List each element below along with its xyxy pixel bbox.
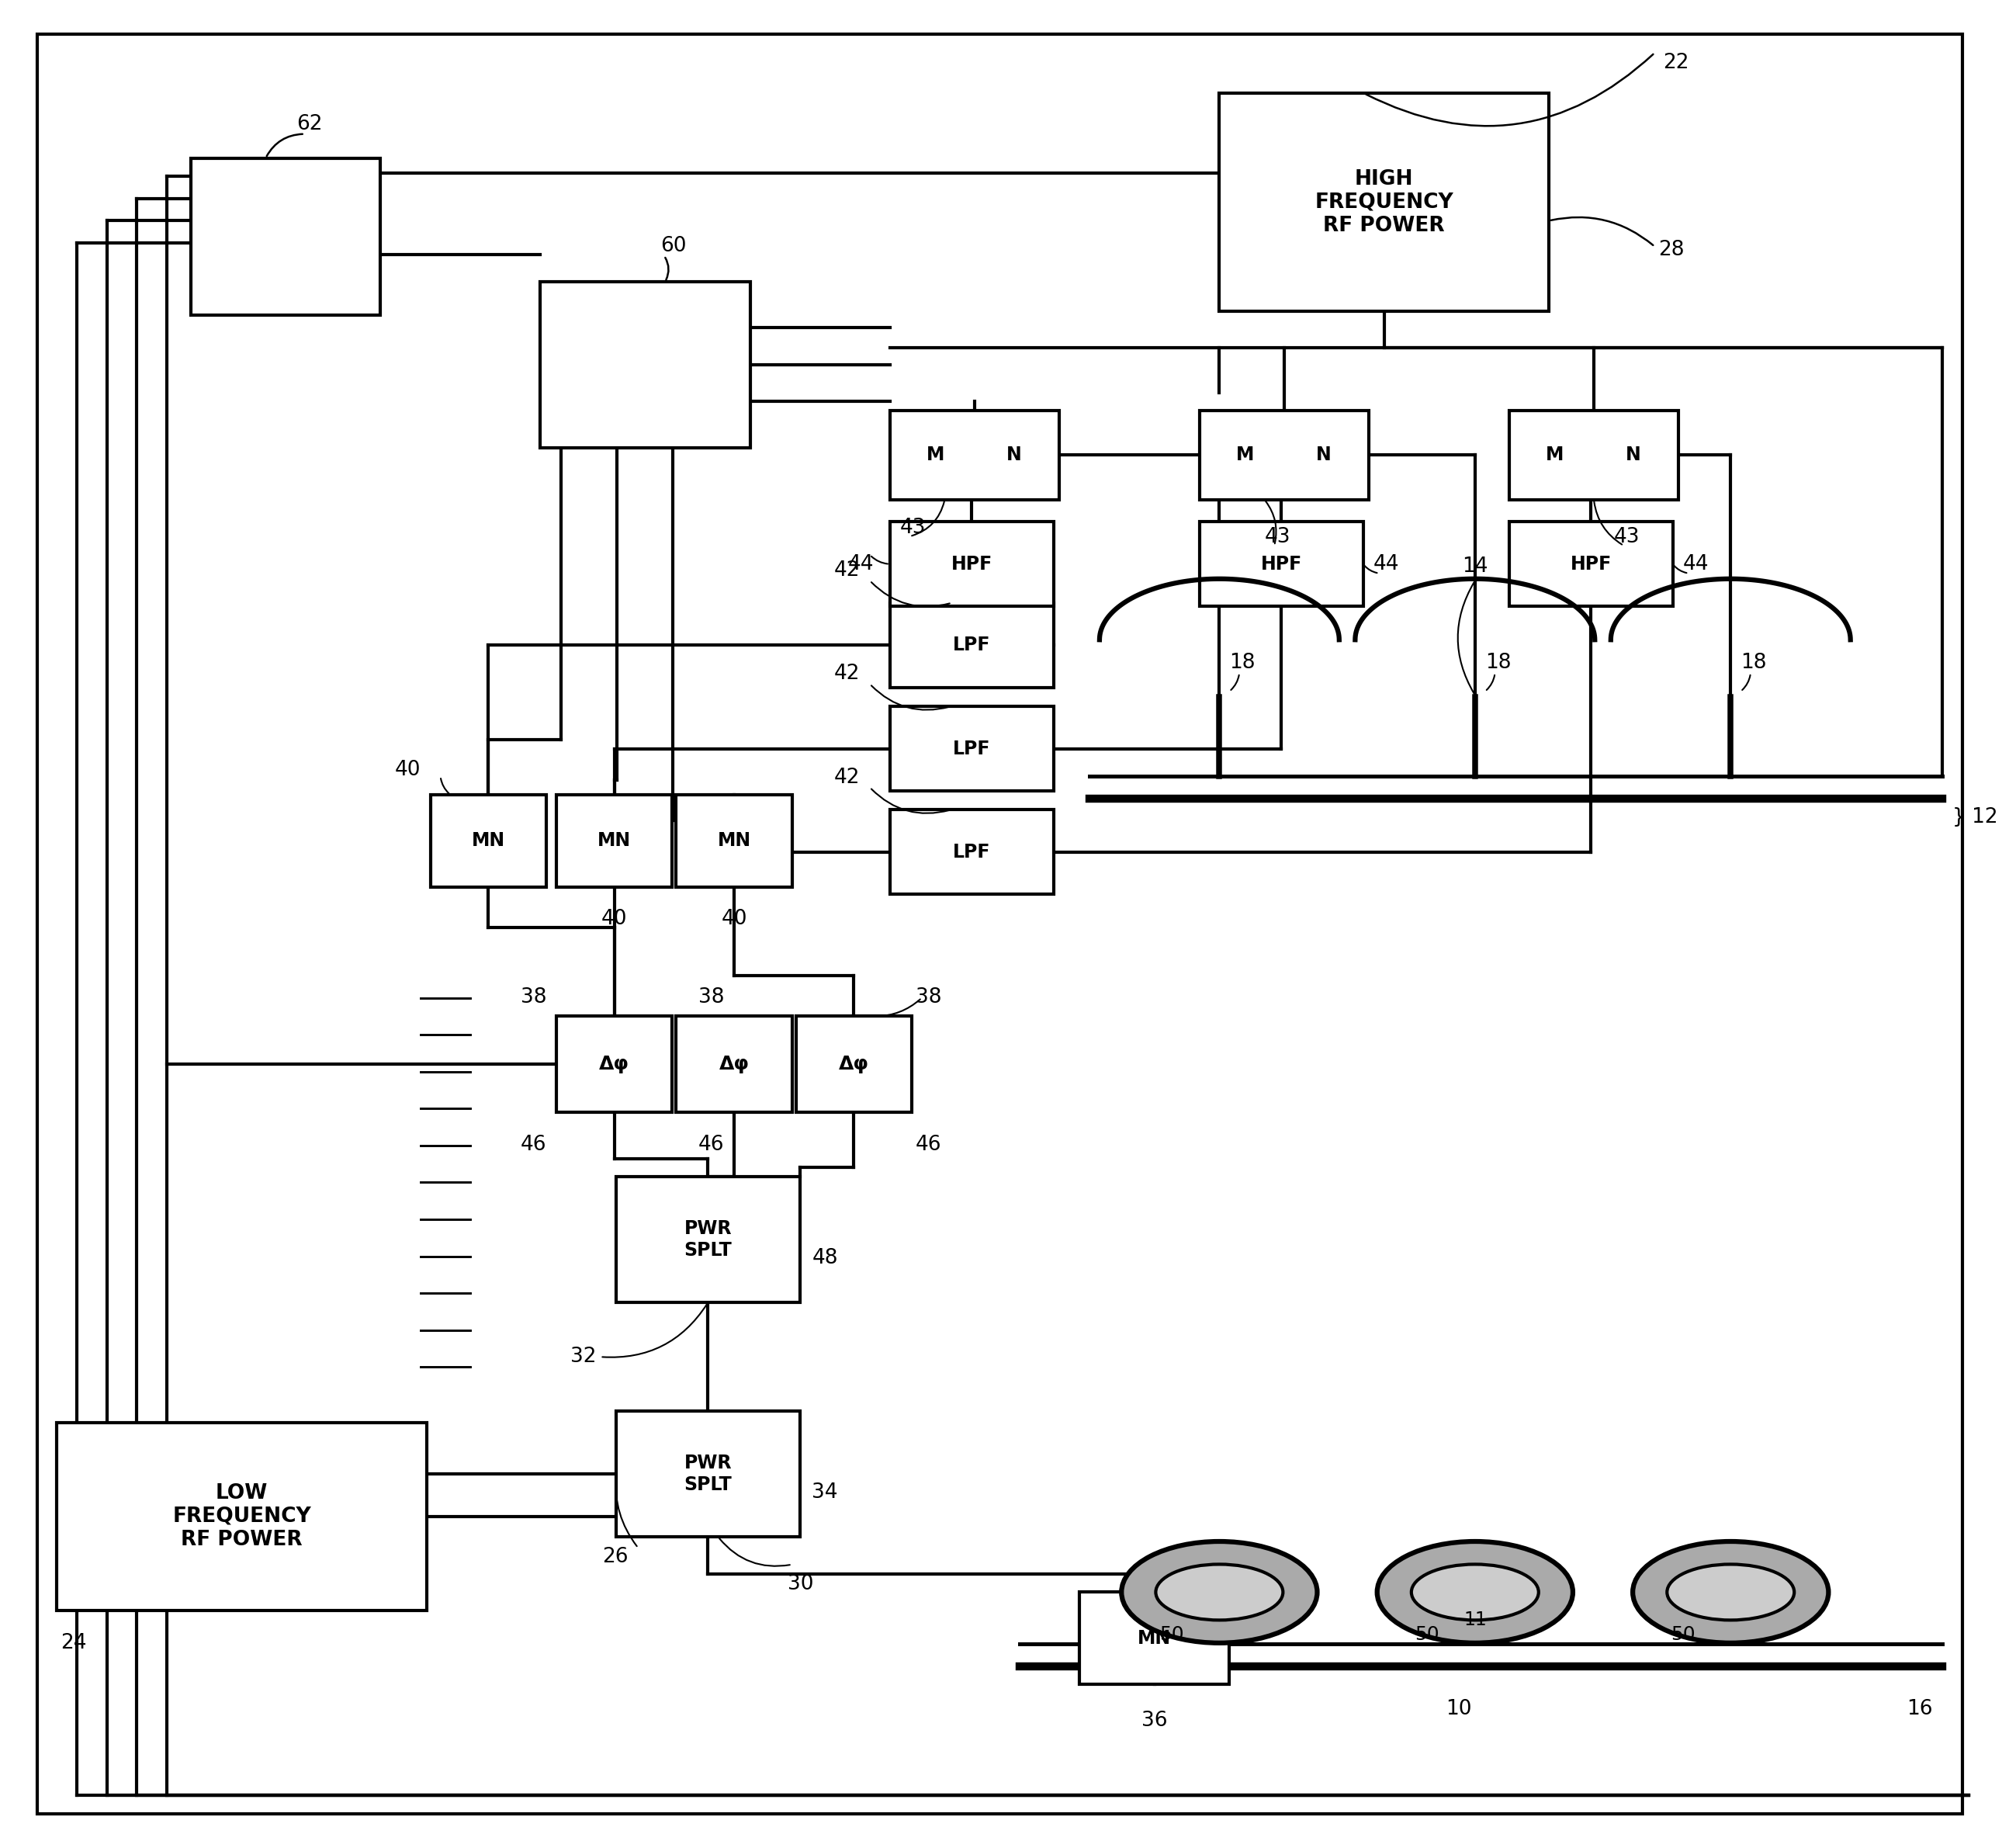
Text: 16: 16 xyxy=(1907,1700,1933,1719)
Text: 43: 43 xyxy=(1264,527,1290,547)
Text: 22: 22 xyxy=(1663,54,1690,72)
Ellipse shape xyxy=(1633,1541,1828,1643)
Text: PWR
SPLT: PWR SPLT xyxy=(685,1454,731,1495)
Text: } 12: } 12 xyxy=(1953,808,1997,828)
Bar xyxy=(617,1412,800,1538)
Text: LOW
FREQUENCY
RF POWER: LOW FREQUENCY RF POWER xyxy=(173,1484,311,1550)
Text: 50: 50 xyxy=(1159,1624,1183,1645)
Text: 62: 62 xyxy=(297,115,323,133)
Text: 38: 38 xyxy=(520,987,546,1007)
Text: HPF: HPF xyxy=(1571,554,1611,573)
Text: MN: MN xyxy=(472,832,504,850)
Text: N: N xyxy=(1316,445,1332,464)
Text: MN: MN xyxy=(597,832,631,850)
Text: N: N xyxy=(1625,445,1641,464)
Bar xyxy=(556,1016,673,1112)
Bar xyxy=(430,795,546,887)
Bar xyxy=(890,809,1053,894)
Text: 11: 11 xyxy=(1463,1611,1487,1630)
Text: 28: 28 xyxy=(1659,240,1686,261)
Text: Δφ: Δφ xyxy=(599,1055,629,1074)
Text: N: N xyxy=(1007,445,1021,464)
Text: LPF: LPF xyxy=(952,843,990,861)
Bar xyxy=(890,706,1053,791)
Text: 50: 50 xyxy=(1414,1624,1440,1645)
Text: 42: 42 xyxy=(834,663,860,684)
Text: HPF: HPF xyxy=(1260,554,1302,573)
Text: 42: 42 xyxy=(834,560,860,580)
Text: 44: 44 xyxy=(848,554,874,575)
Text: M: M xyxy=(1236,445,1254,464)
Text: 46: 46 xyxy=(520,1135,546,1155)
Text: 46: 46 xyxy=(697,1135,723,1155)
Text: 60: 60 xyxy=(661,237,687,255)
Text: M: M xyxy=(1545,445,1563,464)
Bar xyxy=(796,1016,912,1112)
Bar xyxy=(1509,521,1673,606)
Ellipse shape xyxy=(1121,1541,1318,1643)
Text: 40: 40 xyxy=(601,909,627,930)
Text: 40: 40 xyxy=(721,909,747,930)
Text: MN: MN xyxy=(717,832,751,850)
Bar xyxy=(890,410,1059,499)
Text: Δφ: Δφ xyxy=(838,1055,870,1074)
Text: 44: 44 xyxy=(1372,554,1398,575)
Text: HPF: HPF xyxy=(950,554,992,573)
Text: 18: 18 xyxy=(1740,652,1766,673)
Ellipse shape xyxy=(1667,1563,1794,1621)
Text: LPF: LPF xyxy=(952,739,990,758)
Text: 38: 38 xyxy=(697,987,723,1007)
Text: 34: 34 xyxy=(812,1482,838,1502)
Text: 18: 18 xyxy=(1485,652,1511,673)
Bar xyxy=(1199,410,1370,499)
Text: PWR
SPLT: PWR SPLT xyxy=(685,1220,731,1260)
Text: 50: 50 xyxy=(1671,1624,1696,1645)
Bar xyxy=(56,1423,426,1611)
Text: 43: 43 xyxy=(1613,527,1639,547)
Text: MN: MN xyxy=(1137,1630,1171,1648)
Text: 10: 10 xyxy=(1446,1700,1473,1719)
Text: 40: 40 xyxy=(394,760,420,780)
Ellipse shape xyxy=(1412,1563,1539,1621)
Ellipse shape xyxy=(1155,1563,1284,1621)
Bar xyxy=(677,795,792,887)
Bar xyxy=(890,521,1053,606)
Bar xyxy=(540,281,749,447)
Text: 30: 30 xyxy=(788,1574,814,1595)
Bar xyxy=(1219,94,1549,310)
Text: 46: 46 xyxy=(916,1135,942,1155)
Bar xyxy=(1079,1593,1230,1685)
Text: 48: 48 xyxy=(812,1247,838,1268)
Text: 24: 24 xyxy=(60,1634,86,1652)
Bar xyxy=(191,157,380,314)
Text: 26: 26 xyxy=(603,1547,629,1567)
Bar xyxy=(890,602,1053,687)
Text: LPF: LPF xyxy=(952,636,990,654)
Ellipse shape xyxy=(1376,1541,1573,1643)
Bar xyxy=(677,1016,792,1112)
Text: 44: 44 xyxy=(1684,554,1710,575)
Text: Δφ: Δφ xyxy=(719,1055,749,1074)
Bar xyxy=(556,795,673,887)
Text: 43: 43 xyxy=(900,517,926,538)
Text: 14: 14 xyxy=(1463,556,1489,577)
Text: 32: 32 xyxy=(571,1347,597,1368)
Text: 38: 38 xyxy=(916,987,942,1007)
Text: 42: 42 xyxy=(834,767,860,787)
Bar xyxy=(1199,521,1364,606)
Text: 36: 36 xyxy=(1141,1711,1167,1730)
Bar xyxy=(617,1177,800,1303)
Text: HIGH
FREQUENCY
RF POWER: HIGH FREQUENCY RF POWER xyxy=(1314,168,1453,237)
Bar xyxy=(1509,410,1680,499)
Text: 18: 18 xyxy=(1230,652,1256,673)
Text: M: M xyxy=(926,445,944,464)
